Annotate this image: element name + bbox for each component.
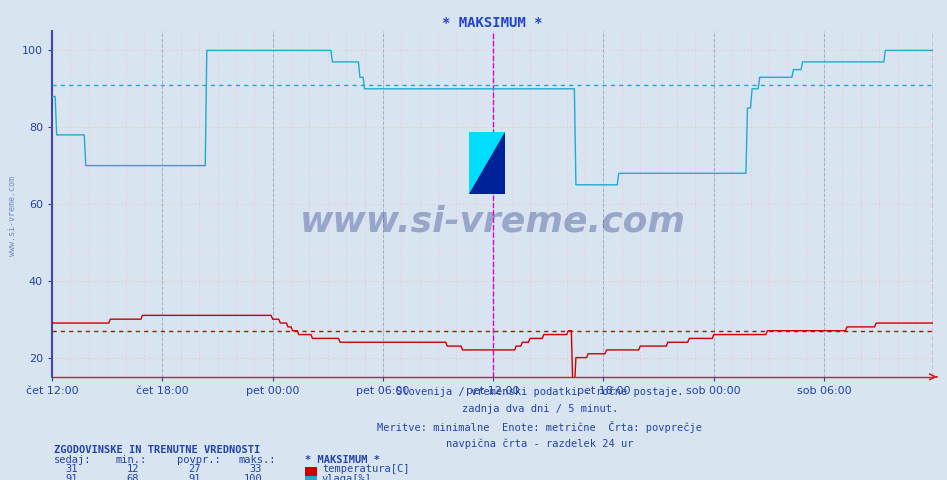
Text: 33: 33 <box>250 464 262 474</box>
Text: Meritve: minimalne  Enote: metrične  Črta: povprečje: Meritve: minimalne Enote: metrične Črta:… <box>377 421 703 433</box>
Text: 12: 12 <box>127 464 139 474</box>
Text: vlaga[%]: vlaga[%] <box>322 474 372 480</box>
Title: * MAKSIMUM *: * MAKSIMUM * <box>442 16 543 30</box>
Polygon shape <box>469 132 505 194</box>
Text: 31: 31 <box>65 464 78 474</box>
Text: www.si-vreme.com: www.si-vreme.com <box>299 204 686 238</box>
Text: 91: 91 <box>188 474 201 480</box>
Polygon shape <box>469 132 505 194</box>
Text: 27: 27 <box>188 464 201 474</box>
Text: navpična črta - razdelek 24 ur: navpična črta - razdelek 24 ur <box>446 439 634 449</box>
Text: 68: 68 <box>127 474 139 480</box>
Text: temperatura[C]: temperatura[C] <box>322 464 409 474</box>
Text: Slovenija / vremenski podatki - ročne postaje.: Slovenija / vremenski podatki - ročne po… <box>396 386 684 397</box>
Text: povpr.:: povpr.: <box>177 455 221 465</box>
Text: * MAKSIMUM *: * MAKSIMUM * <box>305 455 380 465</box>
Text: maks.:: maks.: <box>239 455 277 465</box>
Text: zadnja dva dni / 5 minut.: zadnja dva dni / 5 minut. <box>462 404 617 414</box>
Text: 91: 91 <box>65 474 78 480</box>
Text: www.si-vreme.com: www.si-vreme.com <box>8 176 17 256</box>
Text: sedaj:: sedaj: <box>54 455 92 465</box>
Text: 100: 100 <box>243 474 262 480</box>
Text: min.:: min.: <box>116 455 147 465</box>
Text: ZGODOVINSKE IN TRENUTNE VREDNOSTI: ZGODOVINSKE IN TRENUTNE VREDNOSTI <box>54 445 260 456</box>
